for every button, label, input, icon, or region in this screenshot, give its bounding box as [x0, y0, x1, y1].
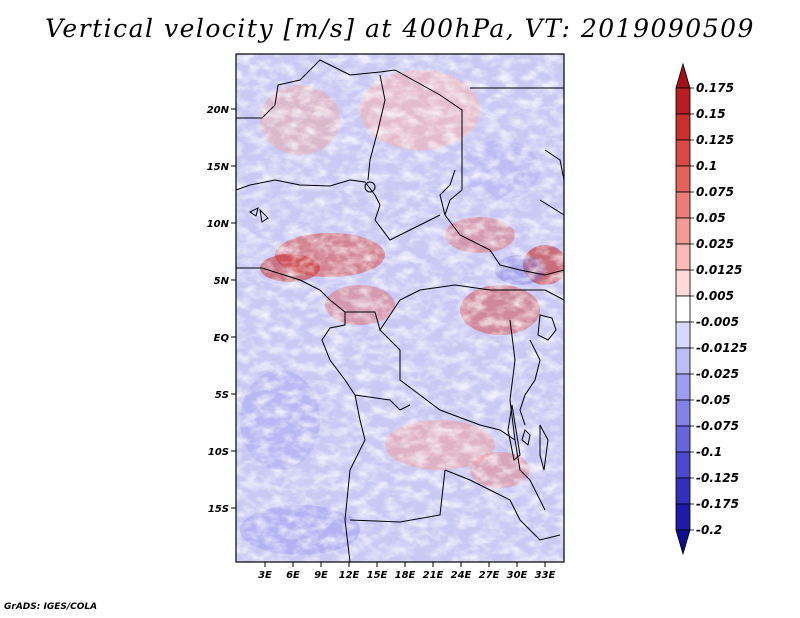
lat-label: 10N — [207, 219, 230, 230]
colorbar-swatch — [675, 243, 691, 271]
lon-label: 15E — [367, 570, 388, 581]
colorbar-label: 0.15 — [696, 107, 726, 121]
lon-label: 6E — [286, 570, 300, 581]
colorbar-label: 0.125 — [696, 133, 734, 147]
colorbar-swatch — [675, 62, 691, 89]
colorbar-swatch — [675, 139, 691, 167]
colorbar-label: -0.025 — [696, 367, 739, 381]
lon-label: 3E — [258, 570, 272, 581]
lat-label: 5S — [215, 390, 229, 401]
colorbar-label: -0.125 — [696, 471, 739, 485]
lat-label: 15N — [207, 162, 230, 173]
colorbar-label: 0.075 — [696, 185, 734, 199]
colorbar-swatch — [675, 503, 691, 531]
colorbar-swatch — [675, 347, 691, 375]
colorbar-label: -0.05 — [696, 393, 731, 407]
chart-title: Vertical velocity [m/s] at 400hPa, VT: 2… — [45, 14, 755, 43]
lon-label: 33E — [535, 570, 556, 581]
colorbar-swatch — [675, 321, 691, 349]
colorbar-label: 0.05 — [696, 211, 726, 225]
colorbar-swatch — [675, 425, 691, 453]
lon-label: 30E — [507, 570, 528, 581]
grads-credit: GrADS: IGES/COLA — [4, 602, 98, 612]
lon-label: 27E — [479, 570, 500, 581]
colorbar-label: -0.1 — [696, 445, 722, 459]
colorbar-swatch — [675, 399, 691, 427]
lon-label: 18E — [395, 570, 416, 581]
colorbar-label: 0.005 — [696, 289, 734, 303]
colorbar-label: 0.1 — [696, 159, 717, 173]
colorbar-label: 0.025 — [696, 237, 734, 251]
colorbar-label: -0.175 — [696, 497, 739, 511]
lat-label: EQ — [214, 333, 230, 344]
colorbar: 0.175 0.15 0.125 0.1 0.075 0.05 0.025 0.0125 0.0… — [675, 62, 747, 556]
lat-label: 10S — [208, 447, 229, 458]
colorbar-label: -0.2 — [696, 523, 722, 537]
colorbar-swatch — [675, 269, 691, 297]
colorbar-swatch — [675, 113, 691, 141]
colorbar-label: 0.0125 — [696, 263, 742, 277]
colorbar-swatch — [675, 295, 691, 323]
colorbar-swatch — [675, 373, 691, 401]
colorbar-swatch — [675, 191, 691, 219]
lon-label: 24E — [451, 570, 472, 581]
colorbar-label: -0.005 — [696, 315, 739, 329]
lon-label: 9E — [314, 570, 328, 581]
colorbar-label: -0.0125 — [696, 341, 747, 355]
lon-label: 21E — [423, 570, 444, 581]
colorbar-swatch — [675, 451, 691, 479]
lat-label: 20N — [207, 105, 230, 116]
colorbar-swatch — [675, 477, 691, 505]
colorbar-swatch — [675, 529, 691, 556]
lat-label: 5N — [214, 276, 230, 287]
colorbar-swatch — [675, 217, 691, 245]
colorbar-swatch — [675, 87, 691, 115]
colorbar-label: 0.175 — [696, 81, 734, 95]
colorbar-label: -0.075 — [696, 419, 739, 433]
lat-label: 15S — [208, 504, 229, 515]
colorbar-swatch — [675, 165, 691, 193]
lon-label: 12E — [339, 570, 360, 581]
map-frame — [235, 53, 565, 563]
vertical-velocity-field — [236, 54, 564, 562]
